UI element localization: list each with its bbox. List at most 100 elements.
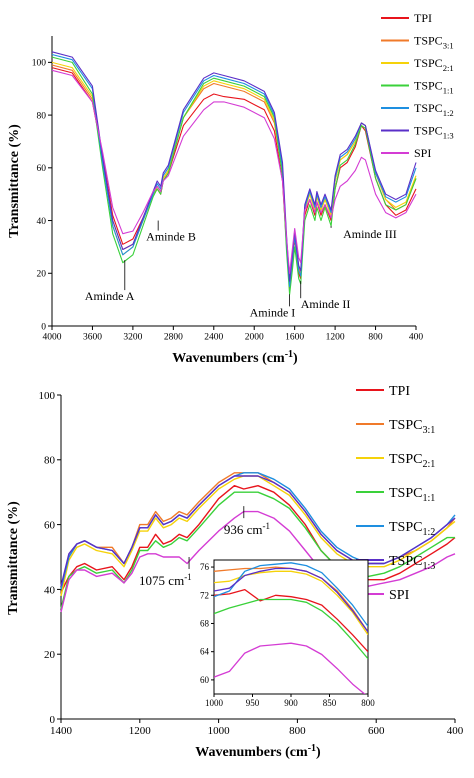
legend-label: TSPC1:3	[389, 554, 435, 572]
y-tick-label: 0	[50, 714, 56, 726]
series-line	[51, 51, 417, 282]
legend-label-sub: 1:1	[422, 493, 435, 504]
legend-label-sub: 1:1	[443, 85, 454, 95]
legend: TPI TSPC3:1 TSPC2:1 TSPC1:1 TSPC1:2 TSPC1:3 SP…	[381, 11, 454, 160]
x-tick-label: 1200	[326, 333, 345, 343]
inset-series-line	[214, 642, 366, 694]
y-tick-label: 20	[44, 649, 56, 661]
x-tick-label: 1000	[208, 725, 231, 737]
x-axis-label-tail: )	[316, 745, 321, 760]
y-tick-label: 20	[37, 270, 47, 280]
x-tick-label: 800	[368, 333, 383, 343]
legend-label: TPI	[389, 384, 410, 399]
x-tick-label: 1200	[129, 725, 152, 737]
inset-x-tick-label: 1000	[205, 698, 224, 708]
legend-label: SPI	[389, 588, 410, 603]
chart-panel-top: 4000 3600 3200 2800 2400 2000 1600 1200 800 40002…	[7, 11, 454, 366]
x-tick-label: 1600	[285, 333, 304, 343]
y-tick-label: 0	[41, 322, 46, 332]
inset-series-line	[214, 588, 368, 653]
legend-label-sub: 3:1	[443, 40, 454, 50]
x-axis-label: Wavenumbers (cm-1)	[172, 349, 298, 366]
series-line	[60, 491, 455, 609]
series-line	[60, 485, 456, 593]
x-axis-label-sup: -1	[285, 349, 293, 360]
legend-label: TSPC3:1	[389, 418, 435, 436]
inset-y-tick-label: 60	[200, 675, 210, 685]
annotation-label: Aminde A	[85, 289, 135, 303]
inset-series-line	[214, 562, 368, 627]
x-tick-label: 4000	[43, 333, 62, 343]
legend-label: TSPC1:3	[414, 124, 454, 141]
x-axis-label-tail: )	[293, 351, 298, 366]
legend-label-sub: 1:3	[422, 561, 435, 572]
series-line	[51, 53, 417, 288]
inset-series-line	[214, 567, 368, 633]
y-tick-label: 40	[44, 584, 56, 596]
x-axis-label-sup: -1	[308, 743, 316, 754]
y-tick-label: 40	[37, 217, 47, 227]
annotation-sup: -1	[262, 521, 270, 531]
x-tick-label: 800	[289, 725, 306, 737]
annotation-sup: -1	[184, 572, 192, 582]
y-tick-label: 60	[37, 164, 47, 174]
inset-x-tick-label: 950	[246, 698, 260, 708]
series-line	[51, 67, 417, 290]
inset-series-line	[214, 598, 368, 660]
x-axis-label: Wavenumbers (cm-1)	[195, 743, 321, 760]
y-tick-label: 60	[44, 519, 56, 531]
x-tick-label: 2400	[204, 333, 223, 343]
legend-label: TSPC1:2	[389, 520, 435, 538]
x-tick-label: 400	[447, 725, 464, 737]
annotation-label: 1075 cm-1	[139, 572, 192, 588]
y-tick-label: 80	[44, 455, 56, 467]
x-tick-label: 2000	[245, 333, 264, 343]
legend-label-sub: 2:1	[443, 63, 454, 73]
annotation-label: Aminde II	[301, 297, 351, 311]
legend-label: TPI	[414, 11, 432, 25]
chart-panel-bottom: 1400 1200 1000 800 600 400 0 20 40 60 80 100 936 cm-…	[6, 384, 464, 760]
inset-frame	[213, 559, 369, 695]
legend-label-sub: 1:2	[443, 108, 454, 118]
x-tick-label: 2800	[164, 333, 183, 343]
legend-label-sub: 1:3	[443, 130, 454, 140]
inset-y-tick-label: 76	[200, 562, 210, 572]
inset-x-tick-label: 800	[361, 698, 375, 708]
x-tick-label: 1400	[50, 725, 73, 737]
legend-label: TSPC3:1	[414, 34, 454, 51]
legend-label: TSPC1:2	[414, 101, 454, 118]
legend-label-sub: 1:2	[422, 527, 435, 538]
inset-lines	[214, 562, 368, 694]
y-tick-label: 80	[37, 111, 47, 121]
inset-y-tick-label: 68	[200, 618, 210, 628]
series-line	[60, 510, 456, 613]
y-tick-label: 100	[39, 390, 56, 402]
series-line	[60, 475, 456, 597]
x-tick-label: 600	[368, 725, 385, 737]
y-tick-label: 100	[32, 59, 47, 69]
legend-label: SPI	[414, 146, 431, 160]
inset-y-tick-label: 72	[200, 590, 209, 600]
legend-label-sub: 3:1	[422, 425, 435, 436]
x-tick-label: 3600	[83, 333, 102, 343]
legend-label: TSPC1:1	[414, 79, 454, 96]
legend-label: TSPC2:1	[414, 56, 454, 73]
x-tick-label: 3200	[123, 333, 142, 343]
inset-x-tick-label: 850	[323, 698, 337, 708]
annotation-label: 936 cm-1	[224, 521, 270, 537]
annotation-label: Aminde I	[250, 305, 296, 319]
inset-y-tick-label: 64	[200, 647, 210, 657]
legend-label-sub: 2:1	[422, 459, 435, 470]
y-axis-label: Transmittance (%)	[6, 501, 21, 615]
series-line	[51, 69, 417, 274]
inset-x-tick-label: 900	[284, 698, 298, 708]
annotation-label: Aminde III	[343, 227, 397, 241]
legend-label: TSPC2:1	[389, 452, 435, 470]
annotation-label: Aminde B	[146, 230, 196, 244]
inset-chart: 1000 950 900 850 800 60 64 68 72 76	[200, 559, 375, 708]
series-line	[60, 475, 456, 587]
legend-label: TSPC1:1	[389, 486, 435, 504]
x-tick-label: 400	[409, 333, 424, 343]
